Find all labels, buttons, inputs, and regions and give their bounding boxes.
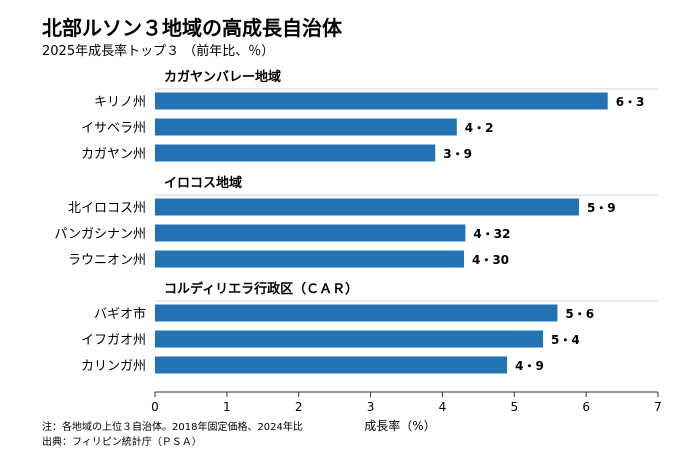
category-label: バギオ市 xyxy=(94,306,146,322)
group-label: イロコス地域 xyxy=(164,175,242,191)
category-label: キリノ州 xyxy=(94,95,146,110)
chart-source: 出典：フィリピン統計庁（ＰＳＡ） xyxy=(42,435,202,448)
bar xyxy=(155,118,457,136)
bar xyxy=(155,304,558,322)
value-label: 3・9 xyxy=(443,147,472,161)
value-label: 4・32 xyxy=(473,227,510,241)
bar xyxy=(155,92,608,110)
bar xyxy=(155,144,436,162)
x-tick-label: 1 xyxy=(223,400,231,414)
x-axis-ticks: 0 1 2 3 4 5 6 7 xyxy=(151,392,662,414)
category-label: カガヤン州 xyxy=(81,147,146,162)
category-label: カリンガ州 xyxy=(81,359,146,374)
value-label: 5・4 xyxy=(551,333,580,347)
value-label: 6・3 xyxy=(616,95,645,109)
category-label: パンガシナン州 xyxy=(54,227,146,242)
group-label: カガヤンバレー地域 xyxy=(164,69,281,85)
x-tick-label: 2 xyxy=(295,400,303,414)
value-label: 5・6 xyxy=(565,307,594,321)
value-label: 5・9 xyxy=(587,201,616,215)
value-label: 4・2 xyxy=(465,121,494,135)
category-label: ラウニオン州 xyxy=(68,253,146,268)
x-tick-label: 7 xyxy=(654,400,662,414)
bar xyxy=(155,250,464,268)
chart-title: 北部ルソン３地域の高成長自治体 xyxy=(42,16,343,40)
category-label: 北イロコス州 xyxy=(68,201,146,216)
x-tick-label: 4 xyxy=(439,400,447,414)
value-label: 4・30 xyxy=(472,253,509,267)
x-tick-label: 5 xyxy=(510,400,518,414)
group-label: コルディリエラ行政区（ＣＡＲ） xyxy=(164,281,358,297)
value-label: 4・9 xyxy=(515,359,544,373)
category-label: イサベラ州 xyxy=(81,121,146,136)
bar xyxy=(155,356,508,374)
category-label: イフガオ州 xyxy=(81,333,146,348)
x-axis-label: 成長率（%） xyxy=(364,418,435,433)
x-tick-label: 6 xyxy=(582,400,590,414)
x-tick-label: 0 xyxy=(151,400,159,414)
chart-note: 注：各地域の上位３自治体。2018年固定価格、2024年比 xyxy=(42,420,303,433)
bar xyxy=(155,198,579,216)
bar xyxy=(155,330,544,348)
x-tick-label: 3 xyxy=(367,400,375,414)
chart-subtitle: 2025年成長率トップ３ （前年比、％） xyxy=(42,43,274,59)
bar xyxy=(155,224,466,242)
